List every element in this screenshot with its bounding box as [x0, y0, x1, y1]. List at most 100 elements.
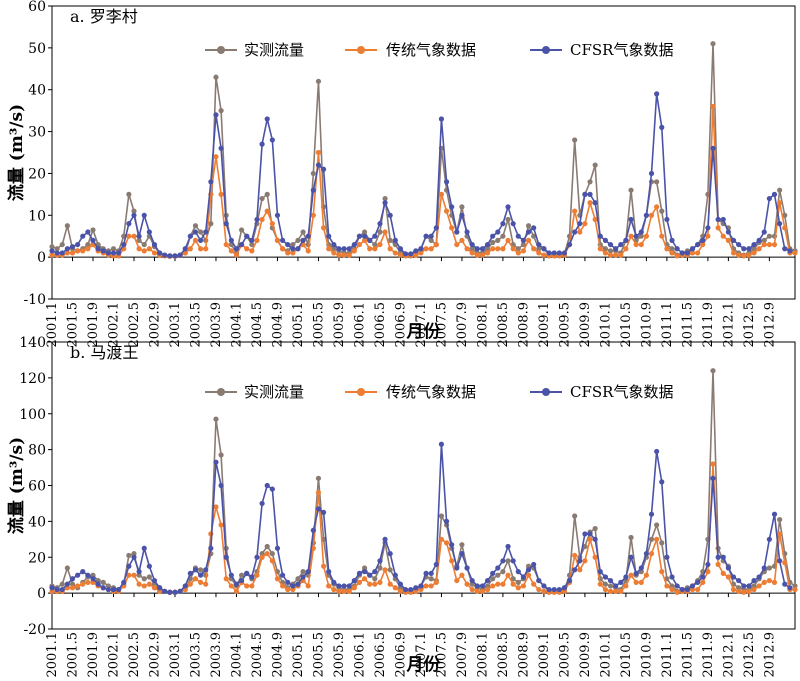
data-point-cfsr: [167, 589, 173, 595]
data-point-traditional: [310, 212, 316, 218]
data-point-observed: [761, 237, 767, 243]
data-point-cfsr: [105, 250, 111, 256]
x-tick-label: 2004.9: [270, 302, 285, 348]
x-tick-label: 2005.9: [332, 302, 347, 348]
data-point-traditional: [218, 522, 224, 528]
data-point-traditional: [777, 200, 783, 206]
data-point-traditional: [771, 241, 778, 248]
data-point-observed: [592, 162, 598, 168]
data-point-cfsr: [75, 572, 81, 578]
data-point-cfsr: [69, 576, 76, 582]
data-point-cfsr: [264, 116, 270, 122]
data-point-observed: [531, 233, 537, 239]
data-point-cfsr: [274, 212, 281, 218]
data-point-traditional: [648, 212, 655, 218]
data-point-traditional: [572, 552, 578, 559]
data-point-traditional: [49, 588, 55, 594]
data-point-traditional: [628, 233, 634, 239]
data-point-traditional: [274, 576, 281, 582]
data-point-observed: [54, 246, 60, 252]
data-point-observed: [515, 579, 521, 585]
x-tick-label: 2010.9: [639, 302, 654, 348]
data-point-observed: [90, 227, 96, 233]
data-point-cfsr: [592, 200, 598, 206]
data-point-cfsr: [187, 233, 193, 239]
data-point-traditional: [285, 250, 291, 256]
y-axis-title: 流量 (m³/s): [6, 104, 27, 201]
data-point-traditional: [633, 579, 639, 585]
legend-item-traditional: 传统气象数据: [345, 41, 476, 59]
x-tick-label: 2004.5: [250, 302, 265, 348]
x-tick-label: 2002.1: [106, 632, 121, 677]
series-traditional: [49, 461, 798, 595]
y-tick-label: 0: [37, 250, 46, 266]
data-point-traditional: [638, 579, 644, 585]
data-point-traditional: [490, 583, 496, 589]
data-point-observed: [213, 416, 219, 422]
x-tick-label: 2006.5: [373, 302, 388, 348]
data-point-cfsr: [730, 237, 737, 243]
data-point-cfsr: [198, 237, 204, 243]
data-point-cfsr: [187, 570, 193, 576]
series-cfsr: [49, 441, 793, 595]
data-point-traditional: [146, 581, 152, 587]
data-point-cfsr: [382, 536, 388, 542]
data-point-observed: [536, 246, 542, 252]
data-point-traditional: [392, 250, 398, 256]
data-point-observed: [295, 576, 301, 582]
data-point-observed: [213, 74, 219, 80]
data-point-cfsr: [69, 244, 76, 250]
data-point-observed: [269, 551, 275, 557]
data-point-observed: [249, 241, 255, 248]
data-point-cfsr: [310, 527, 316, 533]
data-point-cfsr: [710, 475, 716, 481]
data-point-traditional: [397, 252, 404, 258]
x-tick-label: 2002.1: [106, 302, 121, 348]
data-point-traditional: [623, 583, 629, 589]
data-point-cfsr: [392, 572, 398, 578]
data-point-cfsr: [182, 583, 188, 589]
data-point-cfsr: [269, 486, 275, 492]
data-point-traditional: [182, 250, 188, 256]
data-point-cfsr: [341, 246, 347, 252]
data-point-observed: [782, 212, 788, 218]
data-point-observed: [90, 572, 96, 578]
x-tick-label: 2009.1: [537, 302, 552, 348]
data-point-cfsr: [679, 586, 685, 593]
x-tick-label: 2008.9: [516, 632, 531, 677]
data-point-cfsr: [684, 586, 690, 593]
data-point-observed: [377, 565, 383, 571]
data-point-traditional: [136, 581, 142, 587]
data-point-traditional: [746, 588, 752, 594]
data-point-cfsr: [295, 581, 301, 587]
y-tick-label: -10: [23, 292, 46, 308]
y-tick-label: 50: [28, 41, 46, 57]
data-point-cfsr: [254, 216, 260, 223]
data-point-cfsr: [223, 554, 229, 560]
data-point-traditional: [146, 246, 152, 252]
data-point-traditional: [730, 250, 737, 256]
data-point-cfsr: [643, 551, 650, 557]
data-point-traditional: [505, 237, 511, 243]
data-point-observed: [49, 244, 55, 250]
data-point-traditional: [633, 241, 639, 248]
data-point-cfsr: [449, 542, 455, 548]
data-point-traditional: [305, 583, 311, 589]
data-point-traditional: [479, 588, 486, 594]
data-point-cfsr: [203, 229, 209, 235]
data-point-cfsr: [85, 572, 91, 578]
data-point-traditional: [638, 241, 644, 248]
data-point-traditional: [464, 246, 470, 252]
data-point-cfsr: [587, 191, 593, 197]
data-point-cfsr: [479, 246, 486, 252]
legend-label: 实测流量: [244, 383, 304, 401]
data-point-traditional: [613, 252, 619, 258]
data-point-traditional: [233, 252, 240, 258]
data-point-traditional: [623, 246, 629, 252]
data-point-observed: [64, 223, 70, 229]
data-point-cfsr: [479, 583, 486, 589]
data-point-observed: [198, 229, 204, 235]
data-point-cfsr: [110, 586, 117, 593]
data-point-traditional: [541, 252, 547, 258]
